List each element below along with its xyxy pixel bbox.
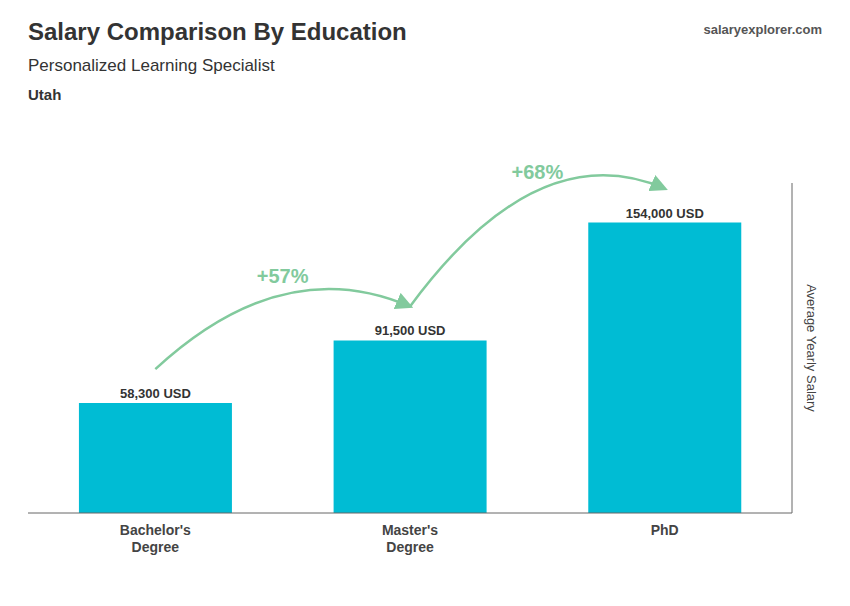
svg-text:+68%: +68% [511,161,563,183]
svg-text:Average Yearly Salary: Average Yearly Salary [804,284,819,412]
svg-text:154,000 USD: 154,000 USD [626,206,704,221]
svg-text:Bachelor'sDegree: Bachelor'sDegree [120,522,191,555]
html-text:salaryexplorer.com: salaryexplorer.com [703,22,822,37]
html-text:Salary Comparison By Education: Salary Comparison By Education [28,18,407,45]
svg-text:91,500 USD: 91,500 USD [375,323,446,338]
svg-text:PhD: PhD [651,522,679,538]
svg-text:58,300 USD: 58,300 USD [120,386,191,401]
svg-text:+57%: +57% [257,265,309,287]
html-text:Utah: Utah [28,86,62,103]
svg-text:Master'sDegree: Master'sDegree [382,522,438,555]
html-text:Personalized Learning Speciali: Personalized Learning Specialist [28,56,275,75]
